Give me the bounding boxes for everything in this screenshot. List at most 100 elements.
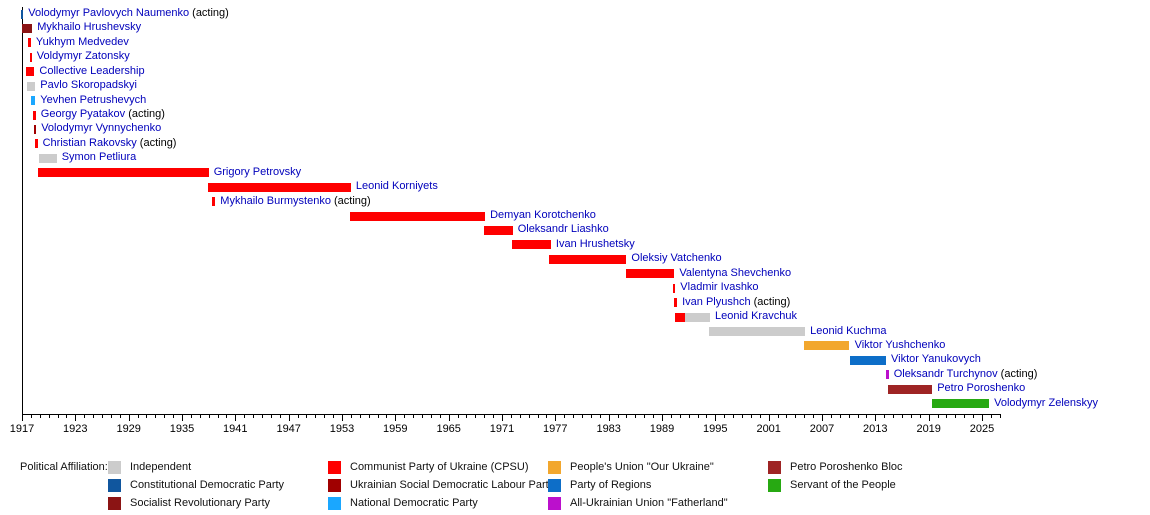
leader-name[interactable]: Oleksiy Vatchenko [631, 252, 722, 265]
minor-tick [564, 414, 566, 418]
acting-note: (acting) [125, 108, 165, 120]
legend-swatch-fatherland [548, 496, 561, 510]
legend-swatch-usdlp [328, 478, 341, 492]
legend-label-constitutional_democratic: Constitutional Democratic Party [130, 478, 285, 491]
leader-name[interactable]: Georgy Pyatakov (acting) [40, 108, 165, 120]
major-tick [608, 414, 610, 421]
leader-name[interactable]: Oleksandr Liashko [517, 223, 609, 236]
axis-year-label: 1929 [116, 423, 141, 435]
acting-note: (acting) [330, 194, 371, 207]
legend-swatch-constitutional_democratic [108, 478, 121, 492]
leader-name[interactable]: Valentyna Shevchenko [679, 266, 792, 279]
leader-name[interactable]: Leonid Kuchma [810, 324, 887, 337]
legend-swatch-independent [108, 460, 121, 474]
term-bar [26, 67, 35, 77]
minor-tick [457, 414, 459, 418]
minor-tick [626, 414, 628, 418]
minor-tick [315, 414, 317, 418]
leader-name[interactable]: Voldymyr Zatonsky [36, 50, 130, 63]
major-tick [822, 414, 823, 421]
minor-tick [795, 414, 797, 418]
minor-tick [599, 414, 601, 418]
leader-name[interactable]: Grigory Petrovsky [213, 165, 302, 178]
minor-tick [830, 414, 832, 418]
term-bar [849, 355, 886, 365]
leader-name[interactable]: Symon Petliura [61, 151, 137, 164]
minor-tick [510, 414, 512, 418]
leader-name[interactable]: Volodymyr Vynnychenko [41, 122, 162, 135]
minor-tick [546, 414, 548, 418]
minor-tick [750, 414, 752, 418]
term-bar [28, 38, 31, 48]
minor-tick [377, 414, 379, 418]
minor-tick [190, 414, 192, 418]
axis-year-label: 1923 [63, 423, 88, 435]
minor-tick [937, 414, 939, 418]
leader-name[interactable]: Leonid Korniyets [355, 180, 438, 193]
leader-name[interactable]: Mykhailo Hrushevsky [37, 21, 142, 34]
major-tick [875, 414, 877, 421]
axis-year-label: 1983 [596, 423, 621, 435]
major-tick [448, 414, 450, 421]
leader-name[interactable]: Yukhym Medvedev [35, 35, 129, 48]
major-tick [235, 414, 237, 421]
leader-name[interactable]: Pavlo Skoropadskyi [40, 79, 137, 92]
leader-name[interactable]: Yevhen Petrushevych [40, 93, 147, 106]
minor-tick [519, 414, 521, 418]
minor-tick [253, 414, 255, 418]
legend-label-independent: Independent [130, 460, 192, 473]
minor-tick [110, 414, 112, 418]
minor-tick [164, 414, 166, 418]
leader-name[interactable]: Petro Poroshenko [937, 382, 1026, 395]
minor-tick [635, 414, 637, 418]
leader-name[interactable]: Viktor Yanukovych [891, 353, 981, 366]
minor-tick [973, 414, 975, 418]
minor-tick [484, 414, 486, 418]
acting-note: (acting) [750, 295, 791, 308]
leader-name[interactable]: Vladmir Ivashko [680, 281, 759, 294]
acting-note: (acting) [136, 136, 177, 149]
minor-tick [706, 414, 708, 418]
minor-tick [670, 414, 672, 418]
minor-tick [137, 414, 139, 418]
minor-tick [582, 414, 583, 418]
minor-tick [155, 414, 157, 418]
minor-tick [857, 414, 859, 418]
major-tick [928, 414, 930, 421]
leader-name[interactable]: Viktor Yushchenko [854, 338, 946, 351]
major-tick [128, 414, 130, 421]
minor-tick [786, 414, 788, 418]
minor-tick [404, 414, 406, 418]
term-bar [207, 182, 351, 192]
term-bar [625, 269, 675, 279]
term-bar [932, 399, 990, 409]
minor-tick [528, 414, 530, 418]
minor-tick [226, 414, 228, 418]
leader-name[interactable]: Oleksandr Turchynov (acting) [893, 367, 1038, 380]
legend-label-fatherland: All-Ukrainian Union "Fatherland" [570, 496, 728, 509]
minor-tick [57, 414, 59, 418]
minor-tick [964, 414, 966, 418]
leader-name[interactable]: Demyan Korotchenko [490, 209, 596, 221]
leader-name[interactable]: Ivan Hrushetsky [555, 237, 635, 250]
term-bar [709, 327, 806, 336]
legend-label-poroshenko_bloc: Petro Poroshenko Bloc [790, 460, 903, 473]
axis-year-label: 1935 [169, 423, 195, 435]
minor-tick [30, 414, 32, 418]
major-tick [662, 414, 663, 421]
leader-name[interactable]: Volodymyr Pavlovych Naumenko (acting) [28, 7, 229, 19]
legend-swatch-communist [328, 460, 341, 474]
term-bar [22, 23, 33, 33]
axis-year-label: 2001 [756, 423, 781, 435]
minor-tick [146, 414, 148, 418]
leader-name[interactable]: Leonid Kravchuk [715, 310, 797, 322]
term-bar [484, 225, 513, 235]
minor-tick [119, 414, 121, 418]
leader-name[interactable]: Ivan Plyushch (acting) [682, 295, 791, 308]
minor-tick [359, 414, 361, 418]
leader-name[interactable]: Collective Leadership [39, 64, 145, 77]
leader-name[interactable]: Christian Rakovsky (acting) [42, 136, 177, 149]
leader-name[interactable]: Mykhailo Burmystenko (acting) [220, 194, 371, 207]
leader-name[interactable]: Volodymyr Zelenskyy [994, 396, 1099, 409]
minor-tick [368, 414, 370, 418]
